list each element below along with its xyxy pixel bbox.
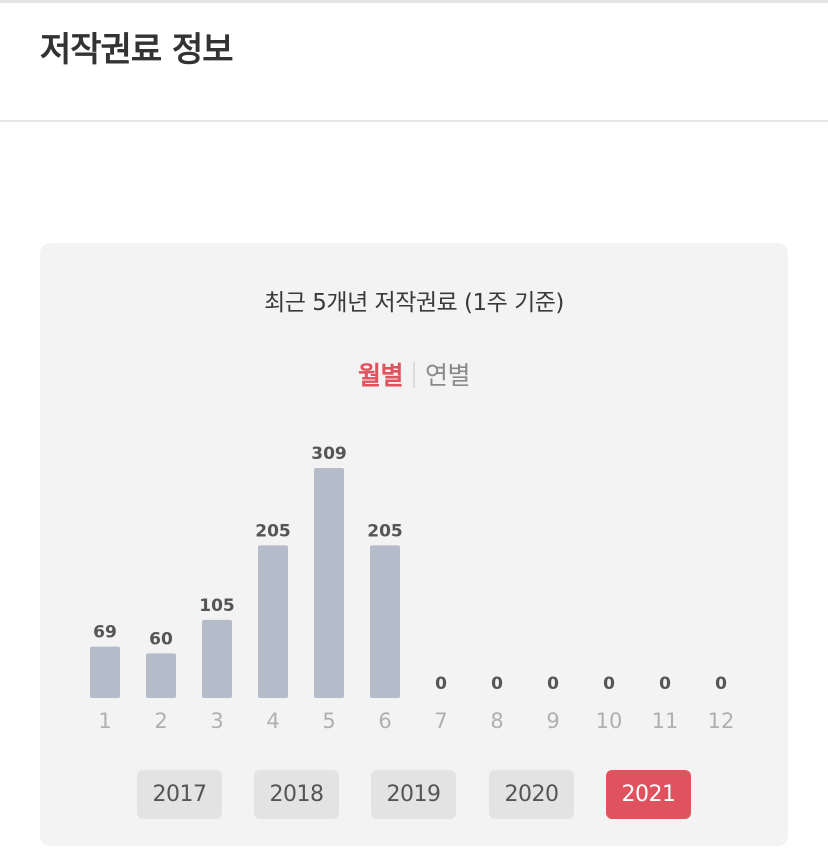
x-tick-label-11: 11 xyxy=(652,709,679,733)
tab-monthly[interactable]: 월별 xyxy=(357,361,404,390)
x-tick-label-8: 8 xyxy=(490,709,503,733)
x-tick-label-9: 9 xyxy=(546,709,559,733)
header-divider xyxy=(0,120,828,122)
value-label-month-1: 69 xyxy=(93,623,117,643)
bar-month-1 xyxy=(90,646,120,698)
bar-month-3 xyxy=(202,619,232,698)
value-label-month-2: 60 xyxy=(149,629,173,649)
tab-divider xyxy=(413,362,415,388)
bar-month-2 xyxy=(146,653,176,698)
royalty-chart-card: 최근 5개년 저작권료 (1주 기준) 월별 연별 69 1 60 2 105 3 205 4 3… xyxy=(40,243,788,846)
value-label-month-6: 205 xyxy=(367,521,403,541)
year-button-2020[interactable]: 2020 xyxy=(489,770,574,819)
year-button-2018[interactable]: 2018 xyxy=(254,770,339,819)
value-label-month-11: 0 xyxy=(659,674,671,694)
x-tick-label-2: 2 xyxy=(154,709,167,733)
value-label-month-8: 0 xyxy=(491,674,503,694)
bar-month-5 xyxy=(314,468,344,698)
top-border xyxy=(0,0,828,3)
x-tick-label-7: 7 xyxy=(434,709,447,733)
x-tick-label-6: 6 xyxy=(378,709,391,733)
x-tick-label-3: 3 xyxy=(210,709,223,733)
period-toggle: 월별 연별 xyxy=(40,356,788,392)
year-button-2017[interactable]: 2017 xyxy=(137,770,222,819)
value-label-month-10: 0 xyxy=(603,674,615,694)
value-label-month-3: 105 xyxy=(199,596,235,616)
value-label-month-5: 309 xyxy=(311,444,347,464)
x-tick-label-10: 10 xyxy=(596,709,623,733)
x-tick-label-4: 4 xyxy=(266,709,279,733)
page-title: 저작권료 정보 xyxy=(40,30,234,70)
bar-month-4 xyxy=(258,545,288,698)
value-label-month-9: 0 xyxy=(547,674,559,694)
tab-yearly[interactable]: 연별 xyxy=(425,361,471,390)
x-tick-label-5: 5 xyxy=(322,709,335,733)
year-button-2021[interactable]: 2021 xyxy=(606,770,691,819)
value-label-month-4: 205 xyxy=(255,521,291,541)
year-button-2019[interactable]: 2019 xyxy=(371,770,456,819)
x-tick-label-12: 12 xyxy=(708,709,735,733)
chart-title: 최근 5개년 저작권료 (1주 기준) xyxy=(264,290,564,316)
value-label-month-7: 0 xyxy=(435,674,447,694)
value-label-month-12: 0 xyxy=(715,674,727,694)
x-tick-label-1: 1 xyxy=(98,709,111,733)
bar-month-6 xyxy=(370,545,400,698)
